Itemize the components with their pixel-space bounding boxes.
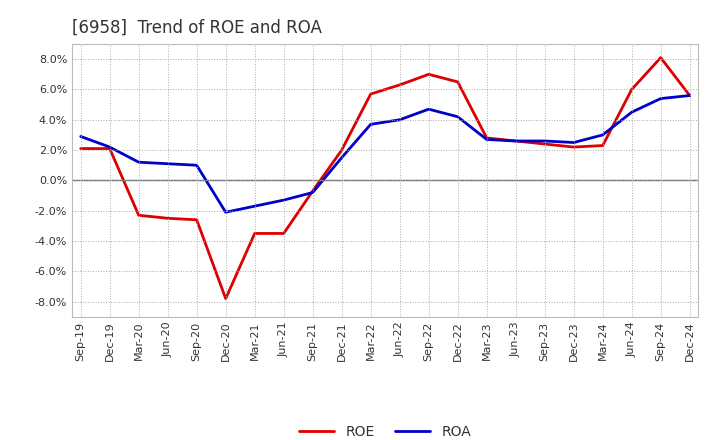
ROA	[135, 160, 143, 165]
ROA	[657, 96, 665, 101]
ROA	[395, 117, 404, 122]
ROE	[570, 144, 578, 150]
ROA	[105, 144, 114, 150]
ROE	[279, 231, 288, 236]
Text: [6958]  Trend of ROE and ROA: [6958] Trend of ROE and ROA	[72, 19, 322, 37]
ROE	[105, 146, 114, 151]
ROA	[541, 138, 549, 143]
ROA	[279, 198, 288, 203]
ROE	[366, 92, 375, 97]
Line: ROA: ROA	[81, 95, 690, 212]
ROE	[454, 79, 462, 84]
ROE	[598, 143, 607, 148]
ROE	[685, 93, 694, 98]
ROA	[570, 140, 578, 145]
ROA	[454, 114, 462, 119]
ROE	[657, 55, 665, 60]
ROE	[424, 72, 433, 77]
ROA	[163, 161, 172, 166]
ROE	[395, 82, 404, 88]
ROA	[251, 204, 259, 209]
ROE	[338, 147, 346, 153]
ROA	[482, 137, 491, 142]
Line: ROE: ROE	[81, 58, 690, 299]
ROE	[192, 217, 201, 223]
ROA	[627, 110, 636, 115]
ROE	[251, 231, 259, 236]
ROA	[308, 190, 317, 195]
ROA	[76, 134, 85, 139]
ROE	[627, 87, 636, 92]
ROA	[366, 122, 375, 127]
ROA	[424, 106, 433, 112]
ROE	[76, 146, 85, 151]
ROA	[511, 138, 520, 143]
ROE	[163, 216, 172, 221]
ROE	[221, 296, 230, 301]
ROA	[598, 132, 607, 138]
ROA	[221, 209, 230, 215]
ROE	[541, 141, 549, 147]
ROE	[308, 188, 317, 194]
ROE	[482, 136, 491, 141]
Legend: ROE, ROA: ROE, ROA	[294, 419, 477, 440]
ROE	[511, 138, 520, 143]
ROA	[685, 93, 694, 98]
ROA	[192, 163, 201, 168]
ROE	[135, 213, 143, 218]
ROA	[338, 155, 346, 160]
